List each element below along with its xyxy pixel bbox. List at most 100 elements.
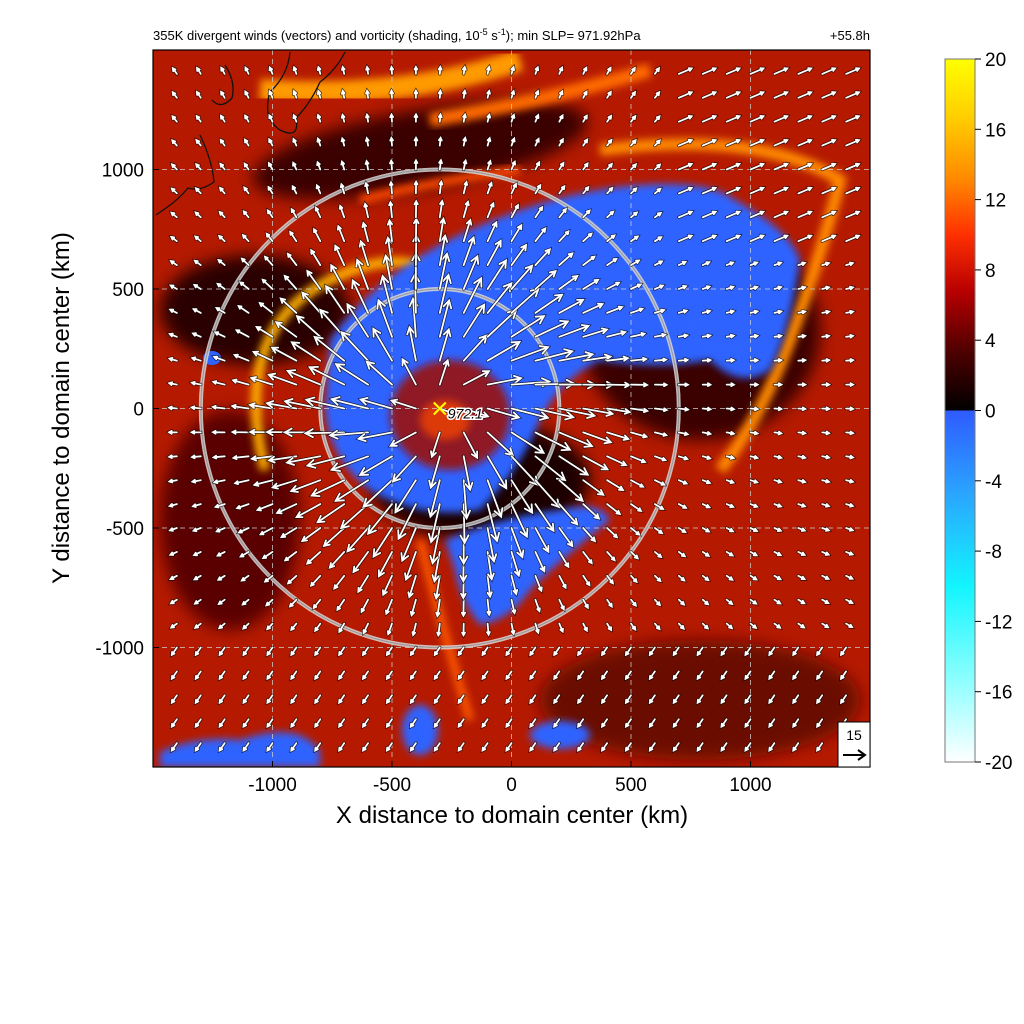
- wind-vector: [558, 137, 564, 147]
- wind-vector: [388, 200, 394, 219]
- wind-vector: [816, 718, 824, 729]
- wind-vector: [534, 551, 546, 573]
- wind-vector: [305, 551, 322, 565]
- wind-vector: [355, 258, 369, 290]
- wind-vector: [314, 205, 322, 219]
- wind-vector: [329, 455, 369, 472]
- wind-vector: [385, 742, 393, 753]
- wind-vector: [529, 694, 537, 705]
- wind-vector: [438, 327, 452, 362]
- y-tick-label: -500: [106, 519, 144, 540]
- wind-vector: [438, 199, 445, 219]
- wind-vector: [582, 551, 593, 565]
- wind-vector: [358, 397, 393, 410]
- wind-vector: [701, 261, 712, 266]
- wind-vector: [773, 186, 789, 195]
- wind-vector: [797, 598, 806, 605]
- wind-vector: [534, 527, 550, 554]
- wind-vector: [389, 398, 417, 410]
- wind-vector: [749, 406, 760, 412]
- wind-vector: [279, 297, 298, 314]
- wind-vector: [816, 694, 824, 705]
- wind-vector: [365, 88, 370, 99]
- wind-vector: [437, 88, 443, 99]
- wind-vector: [235, 503, 250, 510]
- wind-vector: [534, 407, 576, 421]
- wind-vector: [845, 67, 861, 75]
- wind-vector: [654, 139, 661, 147]
- wind-vector: [510, 574, 519, 596]
- wind-vector: [797, 234, 813, 243]
- wind-vector: [242, 694, 250, 705]
- x-tick-label: -1000: [248, 775, 297, 796]
- wind-vector: [462, 88, 467, 99]
- wind-vector: [797, 406, 808, 412]
- colorbar-gradient: [944, 58, 976, 763]
- wind-vector: [744, 718, 752, 729]
- wind-vector: [701, 234, 718, 243]
- wind-vector: [248, 402, 274, 410]
- wind-vector: [845, 261, 855, 267]
- wind-vector: [413, 179, 419, 195]
- wind-vector: [309, 574, 322, 587]
- wind-vector: [285, 455, 322, 466]
- wind-vector: [677, 67, 694, 75]
- wind-vector: [672, 670, 680, 681]
- colorbar-tick-label: -16: [985, 683, 1012, 704]
- wind-vector: [263, 255, 274, 266]
- wind-vector: [211, 405, 226, 410]
- wind-vector: [303, 428, 346, 439]
- wind-vector: [167, 478, 178, 484]
- wind-vector: [486, 201, 495, 219]
- wind-vector: [792, 718, 800, 729]
- wind-vector: [232, 353, 250, 362]
- wind-vector: [558, 479, 585, 503]
- wind-vector: [290, 341, 322, 362]
- time-label: +55.8h: [830, 28, 870, 43]
- wind-vector: [630, 162, 638, 171]
- wind-vector: [386, 218, 393, 243]
- wind-vector: [577, 742, 585, 753]
- wind-vector: [194, 718, 202, 729]
- colorbar-tick-label: -8: [985, 542, 1002, 563]
- wind-vector: [821, 91, 837, 99]
- wind-vector: [701, 186, 718, 195]
- wind-vector: [725, 309, 736, 315]
- colorbar-tick-label: 4: [985, 331, 996, 352]
- wind-vector: [241, 622, 250, 630]
- wind-vector: [534, 431, 572, 451]
- wind-vector: [677, 598, 686, 606]
- wind-vector: [268, 113, 274, 123]
- wind-vector: [845, 186, 861, 195]
- wind-vector: [749, 455, 760, 460]
- wind-vector: [725, 622, 734, 630]
- wind-vector: [654, 187, 662, 195]
- wind-vector: [285, 369, 322, 386]
- y-axis-ticks: 1000 500 0 -500 -1000: [95, 161, 159, 660]
- wind-vector: [821, 382, 832, 387]
- wind-vector: [534, 89, 540, 99]
- wind-vector: [356, 431, 393, 442]
- wind-vector: [630, 283, 643, 290]
- wind-vector: [167, 430, 178, 435]
- wind-vector: [433, 742, 441, 753]
- wind-vector: [486, 622, 491, 637]
- wind-vector: [384, 235, 393, 266]
- wind-vector: [797, 551, 807, 556]
- wind-vector: [696, 742, 704, 753]
- wind-vector: [267, 161, 274, 171]
- wind-vector: [190, 380, 202, 386]
- wind-vector: [839, 670, 847, 681]
- wind-vector: [725, 406, 736, 412]
- wind-vector: [701, 285, 712, 290]
- wind-vector: [725, 479, 736, 484]
- wind-vector: [845, 598, 855, 604]
- wind-vector: [677, 91, 694, 99]
- negative-vorticity: [685, 305, 765, 355]
- wind-vector: [389, 65, 394, 75]
- colorbar-ticks: 20 16 12 8 4 0 -4 -8 -12 -16 -20: [975, 50, 1012, 774]
- wind-vector: [409, 670, 417, 681]
- wind-vector: [749, 503, 759, 508]
- wind-vector: [821, 67, 837, 75]
- wind-vector: [821, 358, 832, 363]
